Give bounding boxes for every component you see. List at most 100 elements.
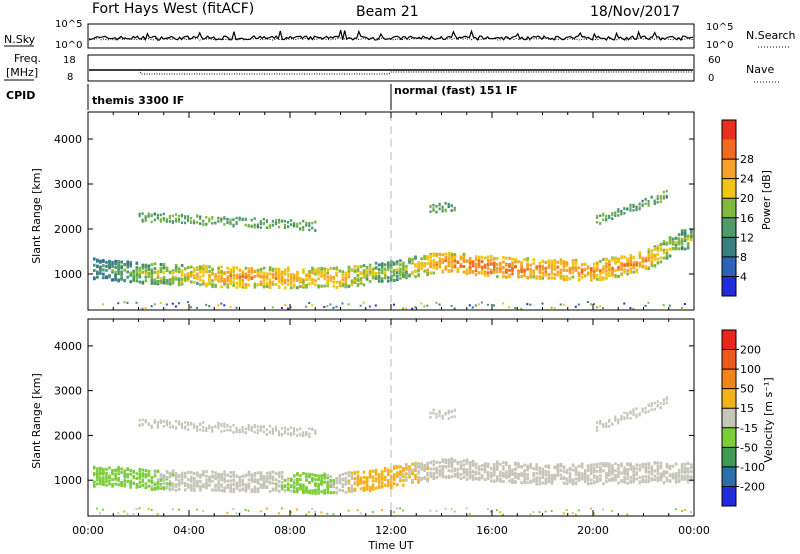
power-cell [593,267,596,271]
power-cell [232,276,235,280]
y-tick-label: 2000 [54,223,82,236]
velocity-cell [202,473,205,477]
power-cell [174,264,178,267]
power-cell [659,248,663,252]
power-cell [671,237,675,241]
power-cell [562,268,566,272]
velocity-cell [199,475,202,479]
power-cell [229,305,232,308]
velocity-cell [393,482,396,486]
power-cell [596,266,599,270]
power-cell [105,268,108,272]
velocity-cell [259,425,262,429]
power-cell [638,255,642,259]
velocity-cell [190,471,193,474]
power-cell [271,220,274,223]
velocity-cell [287,488,290,492]
velocity-cell [562,470,566,474]
velocity-cell [338,488,342,492]
power-cell [665,256,669,260]
velocity-cell [174,484,178,488]
power-cell [359,277,363,281]
velocity-cell [644,462,648,466]
velocity-cell [226,428,229,432]
power-cell [493,263,496,267]
power-cell [608,259,611,263]
velocity-cell [283,426,287,430]
velocity-cell [620,479,623,483]
velocity-cell [187,485,190,489]
velocity-cell [138,480,142,484]
velocity-cell [647,480,651,483]
power-cell [102,303,105,306]
power-cell [553,266,557,269]
power-cell [417,262,420,266]
velocity-cell [577,478,581,482]
power-cell [153,212,156,216]
power-cell [547,265,551,269]
power-cell [144,307,147,310]
velocity-cell [659,478,663,482]
power-cell [147,271,151,275]
velocity-cell [305,472,308,476]
power-cell [241,269,245,273]
velocity-cell [529,462,532,466]
velocity-cell [614,462,617,466]
power-cell [283,270,287,274]
power-cell [362,301,365,304]
power-cell [265,272,269,276]
velocity-cell [241,426,244,429]
power-cell [429,252,432,256]
velocity-cell [135,476,139,480]
velocity-cell [629,467,632,471]
power-cell [608,261,611,264]
velocity-cell [550,480,554,484]
velocity-cell [332,484,335,488]
power-cell [141,265,145,268]
noise-panel-frame [87,23,695,49]
power-cell [302,268,305,272]
velocity-cell [538,472,542,475]
velocity-cell [274,488,278,491]
power-cell [108,266,111,270]
power-cell [356,265,360,269]
power-cell [223,278,226,281]
power-cell [274,272,278,276]
power-cell [474,273,478,277]
velocity-cell [359,481,363,485]
velocity-cell [453,510,456,513]
velocity-cell [147,507,150,510]
power-cell [265,277,269,281]
colorbar-tick-label: 200 [740,344,761,357]
colorbar-swatch [722,276,736,296]
velocity-cell [253,487,257,491]
velocity-cell [262,483,266,487]
velocity-cell [238,484,242,488]
power-cell [296,286,299,290]
velocity-cell [223,473,226,477]
velocity-cell [505,473,508,477]
velocity-cell [602,469,605,473]
colorbar-swatch [722,388,736,409]
power-cell [141,270,145,274]
freq-8-tick: 8 [67,72,73,83]
power-cell [480,267,484,271]
power-cell [174,213,178,216]
velocity-cell [650,467,654,471]
velocity-cell [665,462,669,466]
power-cell [241,284,245,288]
velocity-cell [629,480,632,484]
velocity-cell [499,472,502,476]
velocity-cell [653,407,656,411]
power-cell [420,265,423,269]
velocity-cell [117,512,120,515]
velocity-cell [599,462,602,466]
power-cell [441,205,444,209]
power-cell [659,200,662,203]
power-cell [147,215,150,218]
velocity-cell [277,489,281,493]
power-cell [193,275,196,279]
power-cell [435,254,438,257]
velocity-cell [632,473,635,477]
velocity-cell [199,428,202,431]
